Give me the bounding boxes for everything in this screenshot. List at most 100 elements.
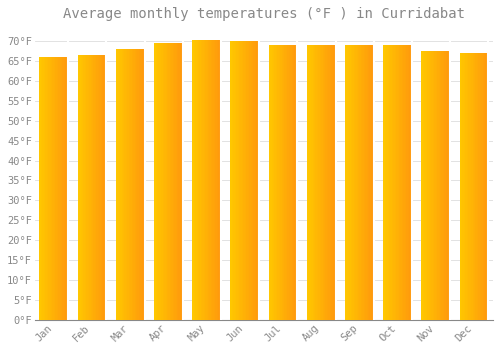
- Bar: [484, 53, 486, 320]
- Bar: [392, 45, 394, 320]
- Bar: [167, 43, 168, 320]
- Bar: [170, 43, 172, 320]
- Bar: [430, 51, 432, 320]
- Bar: [162, 43, 164, 320]
- Bar: [206, 40, 208, 320]
- Bar: [312, 45, 314, 320]
- Bar: [476, 53, 477, 320]
- Bar: [245, 41, 246, 320]
- Bar: [487, 53, 488, 320]
- Bar: [446, 51, 447, 320]
- Bar: [354, 45, 355, 320]
- Bar: [254, 41, 255, 320]
- Bar: [365, 45, 366, 320]
- Bar: [161, 43, 162, 320]
- Bar: [389, 45, 390, 320]
- Bar: [366, 45, 368, 320]
- Bar: [290, 45, 292, 320]
- Bar: [284, 45, 286, 320]
- Bar: [317, 45, 318, 320]
- Bar: [428, 51, 430, 320]
- Bar: [292, 45, 293, 320]
- Bar: [396, 45, 398, 320]
- Bar: [307, 45, 308, 320]
- Bar: [214, 40, 215, 320]
- Bar: [442, 51, 443, 320]
- Bar: [89, 55, 90, 320]
- Bar: [211, 40, 212, 320]
- Bar: [326, 45, 327, 320]
- Bar: [232, 41, 234, 320]
- Bar: [192, 40, 194, 320]
- Bar: [133, 49, 134, 320]
- Bar: [474, 53, 476, 320]
- Bar: [362, 45, 364, 320]
- Bar: [433, 51, 434, 320]
- Bar: [40, 57, 41, 320]
- Bar: [212, 40, 214, 320]
- Bar: [168, 43, 170, 320]
- Bar: [180, 43, 182, 320]
- Bar: [138, 49, 139, 320]
- Bar: [256, 41, 258, 320]
- Bar: [240, 41, 242, 320]
- Bar: [116, 49, 117, 320]
- Bar: [230, 41, 232, 320]
- Bar: [324, 45, 326, 320]
- Bar: [250, 41, 252, 320]
- Bar: [296, 45, 298, 320]
- Bar: [398, 45, 399, 320]
- Bar: [346, 45, 348, 320]
- Bar: [196, 40, 198, 320]
- Bar: [128, 49, 129, 320]
- Bar: [143, 49, 144, 320]
- Bar: [58, 57, 59, 320]
- Bar: [51, 57, 52, 320]
- Bar: [350, 45, 351, 320]
- Bar: [436, 51, 437, 320]
- Bar: [44, 57, 45, 320]
- Title: Average monthly temperatures (°F ) in Curridabat: Average monthly temperatures (°F ) in Cu…: [63, 7, 465, 21]
- Bar: [448, 51, 450, 320]
- Bar: [443, 51, 444, 320]
- Bar: [82, 55, 84, 320]
- Bar: [278, 45, 280, 320]
- Bar: [244, 41, 245, 320]
- Bar: [406, 45, 407, 320]
- Bar: [394, 45, 396, 320]
- Bar: [361, 45, 362, 320]
- Bar: [334, 45, 336, 320]
- Bar: [444, 51, 446, 320]
- Bar: [461, 53, 462, 320]
- Bar: [466, 53, 467, 320]
- Bar: [348, 45, 350, 320]
- Bar: [160, 43, 161, 320]
- Bar: [178, 43, 180, 320]
- Bar: [66, 57, 68, 320]
- Bar: [41, 57, 42, 320]
- Bar: [332, 45, 334, 320]
- Bar: [321, 45, 322, 320]
- Bar: [52, 57, 54, 320]
- Bar: [368, 45, 370, 320]
- Bar: [98, 55, 99, 320]
- Bar: [239, 41, 240, 320]
- Bar: [328, 45, 330, 320]
- Bar: [92, 55, 94, 320]
- Bar: [464, 53, 466, 320]
- Bar: [331, 45, 332, 320]
- Bar: [371, 45, 372, 320]
- Bar: [437, 51, 438, 320]
- Bar: [355, 45, 356, 320]
- Bar: [486, 53, 487, 320]
- Bar: [84, 55, 85, 320]
- Bar: [201, 40, 202, 320]
- Bar: [200, 40, 201, 320]
- Bar: [102, 55, 104, 320]
- Bar: [46, 57, 48, 320]
- Bar: [472, 53, 474, 320]
- Bar: [399, 45, 400, 320]
- Bar: [460, 53, 461, 320]
- Bar: [105, 55, 106, 320]
- Bar: [351, 45, 352, 320]
